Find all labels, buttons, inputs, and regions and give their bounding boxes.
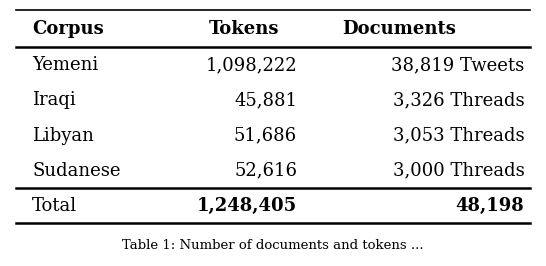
Text: 1,248,405: 1,248,405 xyxy=(197,197,297,215)
Text: 52,616: 52,616 xyxy=(234,162,297,180)
Text: Iraqi: Iraqi xyxy=(32,92,76,110)
Text: 1,098,222: 1,098,222 xyxy=(205,56,297,74)
Text: Tokens: Tokens xyxy=(209,20,279,39)
Text: Total: Total xyxy=(32,197,78,215)
Text: 3,053 Threads: 3,053 Threads xyxy=(393,127,525,145)
Text: Documents: Documents xyxy=(342,20,456,39)
Text: Sudanese: Sudanese xyxy=(32,162,121,180)
Text: 48,198: 48,198 xyxy=(456,197,525,215)
Text: Table 1: Number of documents and tokens ...: Table 1: Number of documents and tokens … xyxy=(122,239,424,252)
Text: 45,881: 45,881 xyxy=(234,92,297,110)
Text: 3,326 Threads: 3,326 Threads xyxy=(393,92,525,110)
Text: Yemeni: Yemeni xyxy=(32,56,98,74)
Text: Libyan: Libyan xyxy=(32,127,94,145)
Text: 38,819 Tweets: 38,819 Tweets xyxy=(391,56,525,74)
Text: 3,000 Threads: 3,000 Threads xyxy=(393,162,525,180)
Text: 51,686: 51,686 xyxy=(234,127,297,145)
Text: Corpus: Corpus xyxy=(32,20,104,39)
